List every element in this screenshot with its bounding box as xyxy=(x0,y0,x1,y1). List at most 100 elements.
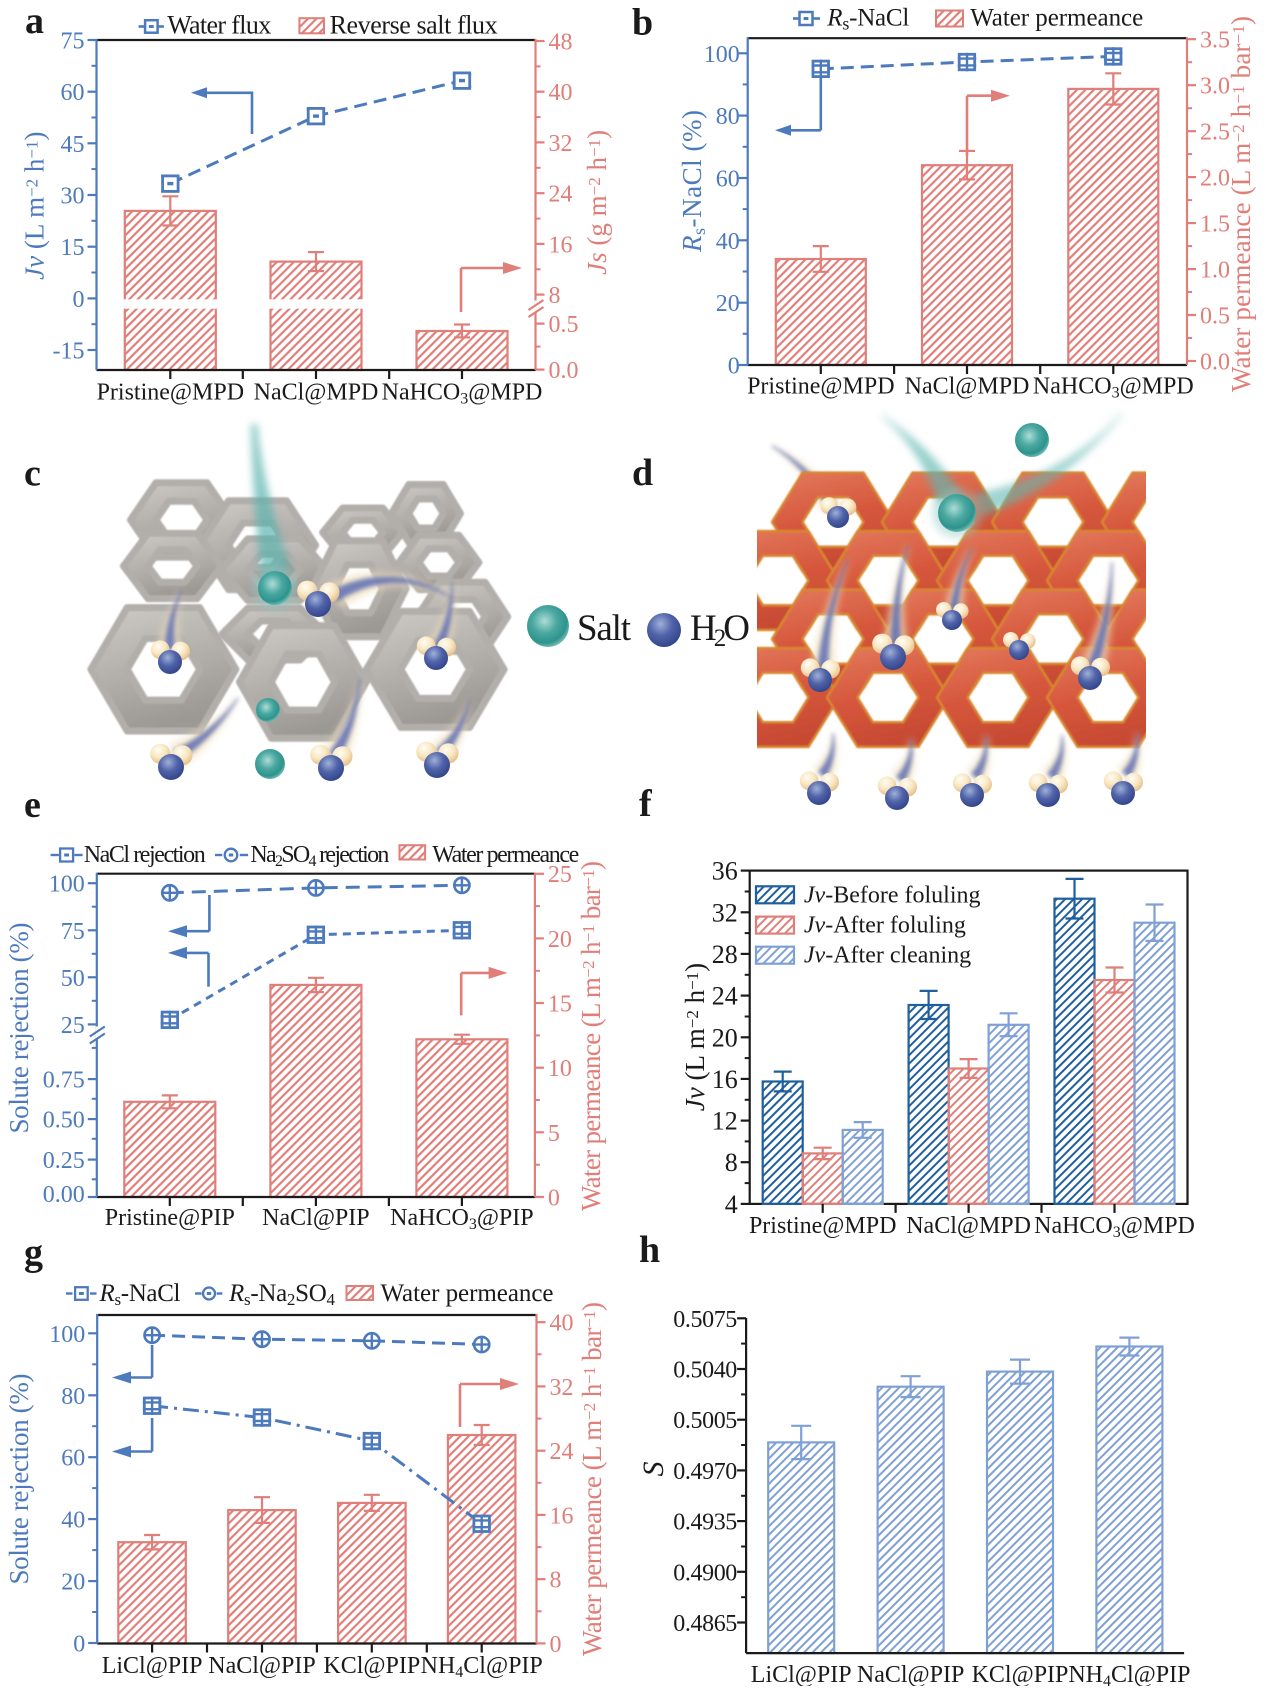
svg-text:45: 45 xyxy=(61,132,85,158)
svg-text:Water permeance (L m−2 h−1 bar: Water permeance (L m−2 h−1 bar−1) xyxy=(1226,16,1256,392)
svg-text:0.5: 0.5 xyxy=(549,312,579,338)
svg-text:b: b xyxy=(632,2,653,44)
svg-text:30: 30 xyxy=(61,184,85,210)
svg-text:40: 40 xyxy=(550,1311,574,1337)
svg-text:50: 50 xyxy=(61,966,85,992)
svg-text:NaCl@MPD: NaCl@MPD xyxy=(254,380,379,406)
svg-text:2.5: 2.5 xyxy=(1200,120,1230,146)
svg-text:75: 75 xyxy=(61,29,85,55)
svg-text:8: 8 xyxy=(725,1148,738,1177)
svg-text:NaHCO3@PIP: NaHCO3@PIP xyxy=(390,1205,533,1233)
svg-text:Jv (L m−2 h−1): Jv (L m−2 h−1) xyxy=(20,132,50,280)
svg-text:Pristine@MPD: Pristine@MPD xyxy=(747,374,894,400)
svg-text:0: 0 xyxy=(548,1186,560,1212)
svg-text:100: 100 xyxy=(49,872,85,898)
svg-text:0.0: 0.0 xyxy=(549,358,579,384)
svg-text:100: 100 xyxy=(49,1322,85,1348)
svg-text:Pristine@MPD: Pristine@MPD xyxy=(97,380,244,406)
svg-text:NaCl@PIP: NaCl@PIP xyxy=(857,1662,964,1686)
svg-text:Rs-Na2SO4: Rs-Na2SO4 xyxy=(228,1280,336,1309)
svg-text:LiCl@PIP: LiCl@PIP xyxy=(102,1653,203,1679)
svg-text:1.0: 1.0 xyxy=(1200,258,1230,284)
svg-text:5: 5 xyxy=(548,1121,560,1147)
svg-text:0.4865: 0.4865 xyxy=(673,1611,737,1637)
svg-text:16: 16 xyxy=(550,1503,574,1529)
svg-text:Salt: Salt xyxy=(577,608,632,649)
svg-text:KCl@PIP: KCl@PIP xyxy=(323,1653,420,1679)
svg-text:60: 60 xyxy=(716,167,740,193)
svg-text:0.0: 0.0 xyxy=(1200,350,1230,376)
svg-text:Water permeance (L m−2 h−1 bar: Water permeance (L m−2 h−1 bar−1) xyxy=(577,1302,607,1656)
svg-text:24: 24 xyxy=(549,182,573,208)
svg-text:1.5: 1.5 xyxy=(1200,212,1230,238)
svg-text:3.5: 3.5 xyxy=(1200,28,1230,54)
svg-text:0.5: 0.5 xyxy=(1200,304,1230,330)
svg-text:20: 20 xyxy=(716,291,740,317)
svg-text:75: 75 xyxy=(61,919,85,945)
svg-text:0.75: 0.75 xyxy=(43,1068,85,1094)
svg-text:15: 15 xyxy=(548,992,572,1018)
svg-text:Pristine@MPD: Pristine@MPD xyxy=(749,1213,896,1239)
svg-text:80: 80 xyxy=(61,1384,85,1410)
svg-text:25: 25 xyxy=(61,1013,85,1039)
svg-text:Pristine@PIP: Pristine@PIP xyxy=(105,1205,235,1231)
svg-text:8: 8 xyxy=(549,283,561,309)
svg-text:d: d xyxy=(632,452,653,494)
svg-text:Jv-After foluling: Jv-After foluling xyxy=(804,913,966,939)
svg-text:e: e xyxy=(24,784,41,826)
svg-text:0: 0 xyxy=(73,287,85,313)
svg-text:40: 40 xyxy=(549,80,573,106)
svg-text:0.50: 0.50 xyxy=(43,1108,85,1134)
svg-text:0.25: 0.25 xyxy=(43,1148,85,1174)
svg-text:60: 60 xyxy=(61,1446,85,1472)
svg-text:Rs-NaCl: Rs-NaCl xyxy=(826,5,909,34)
svg-text:0.4970: 0.4970 xyxy=(673,1459,737,1485)
svg-text:60: 60 xyxy=(61,80,85,106)
svg-text:10: 10 xyxy=(548,1056,572,1082)
svg-text:NaCl@PIP: NaCl@PIP xyxy=(208,1653,315,1679)
svg-text:g: g xyxy=(24,1232,43,1274)
svg-text:NaCl@MPD: NaCl@MPD xyxy=(906,1213,1031,1239)
svg-text:12: 12 xyxy=(712,1107,738,1136)
svg-text:NH4Cl@PIP: NH4Cl@PIP xyxy=(421,1653,543,1681)
svg-text:80: 80 xyxy=(716,104,740,130)
svg-text:Solute rejection (%): Solute rejection (%) xyxy=(4,923,34,1134)
svg-text:a: a xyxy=(25,0,44,42)
svg-text:Jv-Before foluling: Jv-Before foluling xyxy=(804,882,981,908)
svg-text:Js (g m−2 h−1): Js (g m−2 h−1) xyxy=(582,130,612,275)
svg-text:c: c xyxy=(24,453,41,495)
svg-text:Rs-NaCl: Rs-NaCl xyxy=(99,1280,181,1309)
svg-text:Na2SO4 rejection: Na2SO4 rejection xyxy=(250,842,389,870)
svg-text:-15: -15 xyxy=(53,339,85,365)
svg-text:NaCl rejection: NaCl rejection xyxy=(84,842,206,868)
svg-text:36: 36 xyxy=(712,857,738,886)
svg-text:Solute rejection (%): Solute rejection (%) xyxy=(4,1374,34,1585)
svg-text:KCl@PIP: KCl@PIP xyxy=(972,1662,1069,1686)
svg-text:32: 32 xyxy=(549,131,573,157)
svg-text:0.4900: 0.4900 xyxy=(673,1560,737,1586)
svg-text:Reverse salt flux: Reverse salt flux xyxy=(330,10,498,39)
svg-text:0: 0 xyxy=(73,1632,85,1658)
svg-text:24: 24 xyxy=(550,1439,574,1465)
svg-text:Jv (L m−2 h−1): Jv (L m−2 h−1) xyxy=(680,963,710,1111)
svg-text:28: 28 xyxy=(712,940,738,969)
svg-text:Water flux: Water flux xyxy=(167,10,271,39)
svg-text:0: 0 xyxy=(550,1632,562,1658)
svg-text:32: 32 xyxy=(550,1375,574,1401)
svg-text:LiCl@PIP: LiCl@PIP xyxy=(751,1662,852,1686)
svg-text:Jv-After cleaning: Jv-After cleaning xyxy=(804,943,971,969)
svg-text:S: S xyxy=(637,1462,670,1477)
svg-text:3.0: 3.0 xyxy=(1200,74,1230,100)
svg-text:40: 40 xyxy=(61,1508,85,1534)
svg-text:40: 40 xyxy=(716,229,740,255)
svg-text:NaCl@MPD: NaCl@MPD xyxy=(905,374,1030,400)
svg-text:0.4935: 0.4935 xyxy=(673,1510,737,1536)
svg-text:Water permeance: Water permeance xyxy=(970,5,1143,32)
svg-text:24: 24 xyxy=(712,982,738,1011)
svg-text:32: 32 xyxy=(712,898,738,927)
svg-text:16: 16 xyxy=(712,1065,738,1094)
svg-text:20: 20 xyxy=(548,927,572,953)
svg-text:0.00: 0.00 xyxy=(43,1182,85,1208)
svg-text:4: 4 xyxy=(725,1190,738,1219)
svg-text:NaCl@PIP: NaCl@PIP xyxy=(262,1205,369,1231)
